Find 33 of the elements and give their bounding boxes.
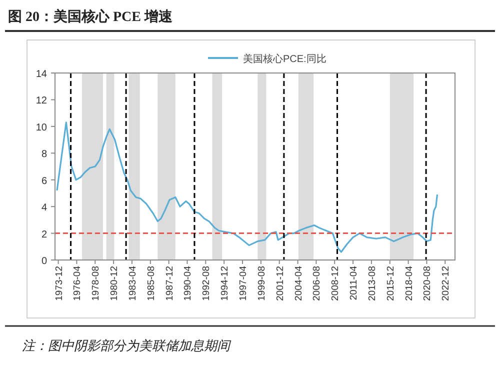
y-tick-label: 10 xyxy=(36,122,48,134)
x-tick-label: 2020-08 xyxy=(422,266,434,301)
x-tick-label: 2006-08 xyxy=(312,266,323,301)
x-tick-label: 1992-08 xyxy=(201,266,212,301)
y-tick-label: 6 xyxy=(41,176,48,187)
x-tick-label: 1994-12 xyxy=(220,266,231,301)
x-tick-label: 1983-04 xyxy=(127,266,138,301)
x-tick-label: 1987-12 xyxy=(164,266,176,301)
x-tick-label: 1997-04 xyxy=(238,266,249,301)
x-tick-label: 1980-12 xyxy=(109,266,120,301)
x-tick-label: 1978-08 xyxy=(90,266,102,301)
x-tick-label: 2001-12 xyxy=(274,266,286,301)
text: 注：图中阴影部分为美联储加息期间 xyxy=(22,338,232,353)
x-tick-label: 1999-08 xyxy=(256,266,268,301)
x-tick-label: 2022-12 xyxy=(440,266,452,301)
y-tick-label: 2 xyxy=(41,229,48,240)
x-tick-label: 2004-04 xyxy=(293,266,304,301)
x-tick-label: 2018-04 xyxy=(404,266,415,301)
chart-title: 图 20：美国核心 PCE 增速 xyxy=(8,8,174,25)
x-tick-label: 1990-04 xyxy=(182,266,194,301)
legend-label: 美国核心PCE:同比 xyxy=(243,53,326,65)
x-tick-label: 1985-08 xyxy=(146,266,157,301)
x-tick-label: 2011-04 xyxy=(348,266,360,300)
x-tick-label: 2008-12 xyxy=(330,266,342,301)
y-tick-label: 14 xyxy=(36,69,48,80)
x-tick-label: 1973-12 xyxy=(54,266,65,301)
x-tick-label: 2013-08 xyxy=(366,266,378,301)
x-tick-label: 1976-04 xyxy=(72,266,84,301)
y-tick-label: 8 xyxy=(41,149,48,160)
x-tick-label: 2015-12 xyxy=(385,266,396,301)
y-tick-label: 12 xyxy=(36,96,48,107)
y-tick-label: 4 xyxy=(41,202,48,214)
y-tick-label: 0 xyxy=(41,256,48,267)
